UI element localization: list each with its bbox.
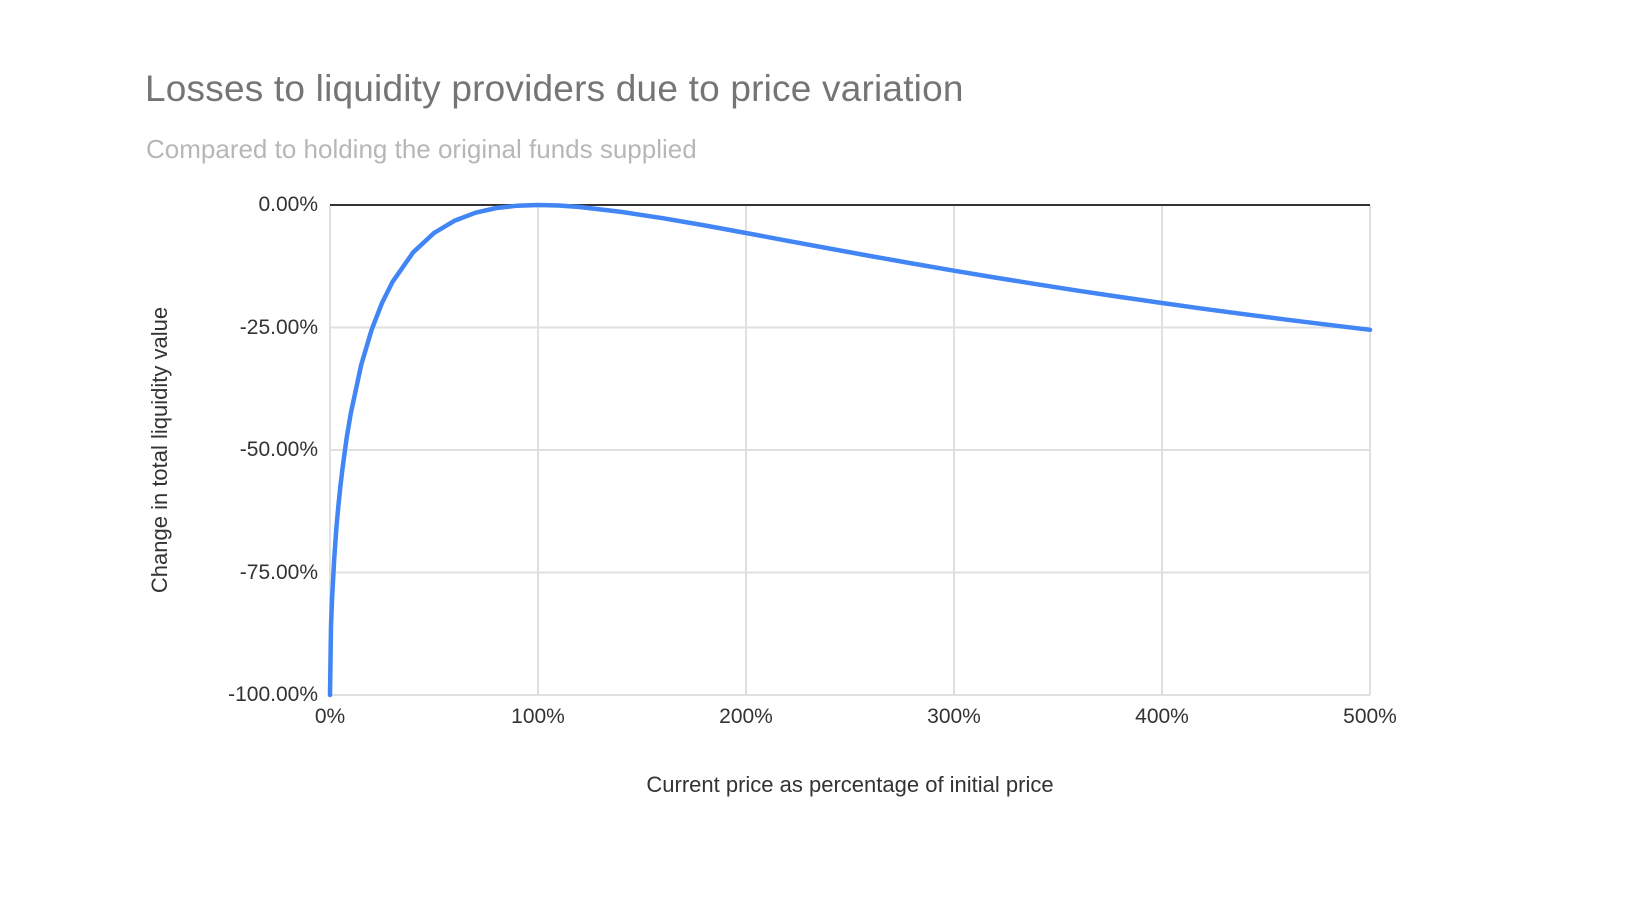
x-axis-title: Current price as percentage of initial p… <box>646 772 1054 797</box>
y-axis-tick-labels: 0.00% -25.00% -50.00% -75.00% -100.00% <box>0 193 318 706</box>
y-tick-label: -100.00% <box>228 683 318 706</box>
series-line-liquidity-loss <box>327 202 1373 698</box>
y-tick-label: -25.00% <box>239 315 318 339</box>
y-tick-label: -50.00% <box>239 438 318 461</box>
chart-title: Losses to liquidity providers due to pri… <box>145 68 964 109</box>
chart-subtitle: Compared to holding the original funds s… <box>146 134 697 164</box>
y-tick-label: 0.00% <box>258 193 318 216</box>
x-tick-label: 0% <box>314 705 346 728</box>
y-tick-label: -75.00% <box>239 560 318 584</box>
x-tick-label: 200% <box>719 705 773 728</box>
x-tick-label: 100% <box>511 705 565 728</box>
x-axis-tick-labels: 0% 100% 200% 300% 400% 500% <box>315 705 1397 735</box>
x-tick-label: 500% <box>1343 705 1397 728</box>
x-tick-label: 400% <box>1135 705 1189 728</box>
chart-plot-area <box>327 202 1373 698</box>
x-tick-label: 300% <box>927 705 981 728</box>
